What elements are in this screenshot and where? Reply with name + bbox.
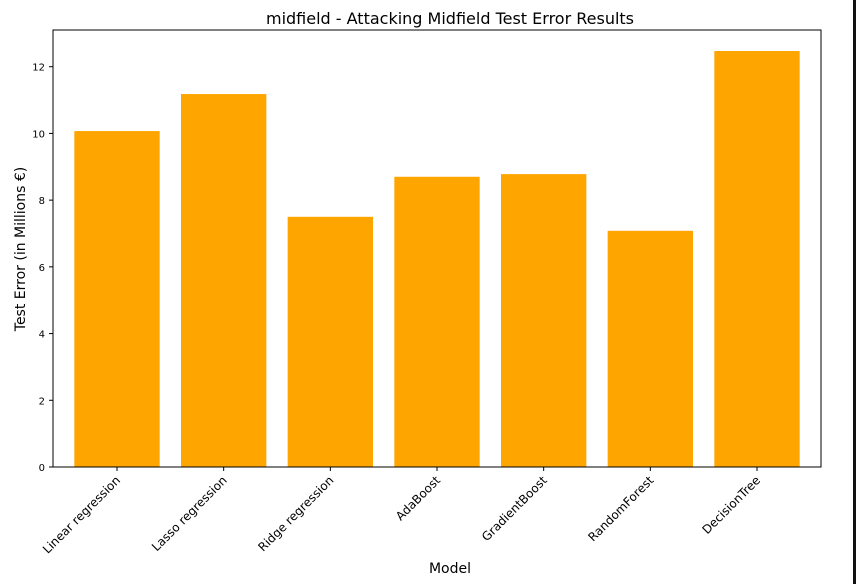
y-tick-label: 4 xyxy=(39,330,45,341)
x-axis-label: Model xyxy=(429,561,471,577)
y-tick-label: 8 xyxy=(39,196,45,207)
x-tick-label: RandomForest xyxy=(585,473,656,544)
x-tick-label: DecisionTree xyxy=(699,473,763,537)
x-tick-label: GradientBoost xyxy=(479,473,550,544)
y-axis: 0 2 4 6 8 10 12 xyxy=(32,63,53,474)
bar-gradientboost xyxy=(501,174,587,467)
bar-decisiontree xyxy=(714,51,800,468)
bars-group xyxy=(74,51,800,468)
window-edge xyxy=(853,0,856,584)
x-tick-label: Linear regression xyxy=(40,473,123,556)
chart-title: midfield - Attacking Midfield Test Error… xyxy=(266,9,634,28)
bar-ridge-regression xyxy=(287,216,373,467)
x-tick-label: Ridge regression xyxy=(255,473,336,554)
bar-lasso-regression xyxy=(181,94,267,467)
bar-randomforest xyxy=(607,230,693,467)
y-tick-label: 2 xyxy=(39,396,45,407)
x-axis: Linear regression Lasso regression Ridge r… xyxy=(40,467,763,556)
y-tick-label: 12 xyxy=(32,63,45,74)
y-tick-label: 0 xyxy=(39,463,45,474)
y-tick-label: 6 xyxy=(39,263,45,274)
bar-linear-regression xyxy=(74,131,160,468)
x-tick-label: AdaBoost xyxy=(393,473,443,523)
y-axis-label: Test Error (in Millions €) xyxy=(13,167,29,332)
bar-adaboost xyxy=(394,176,480,467)
y-tick-label: 10 xyxy=(32,129,45,140)
x-tick-label: Lasso regression xyxy=(149,473,230,554)
